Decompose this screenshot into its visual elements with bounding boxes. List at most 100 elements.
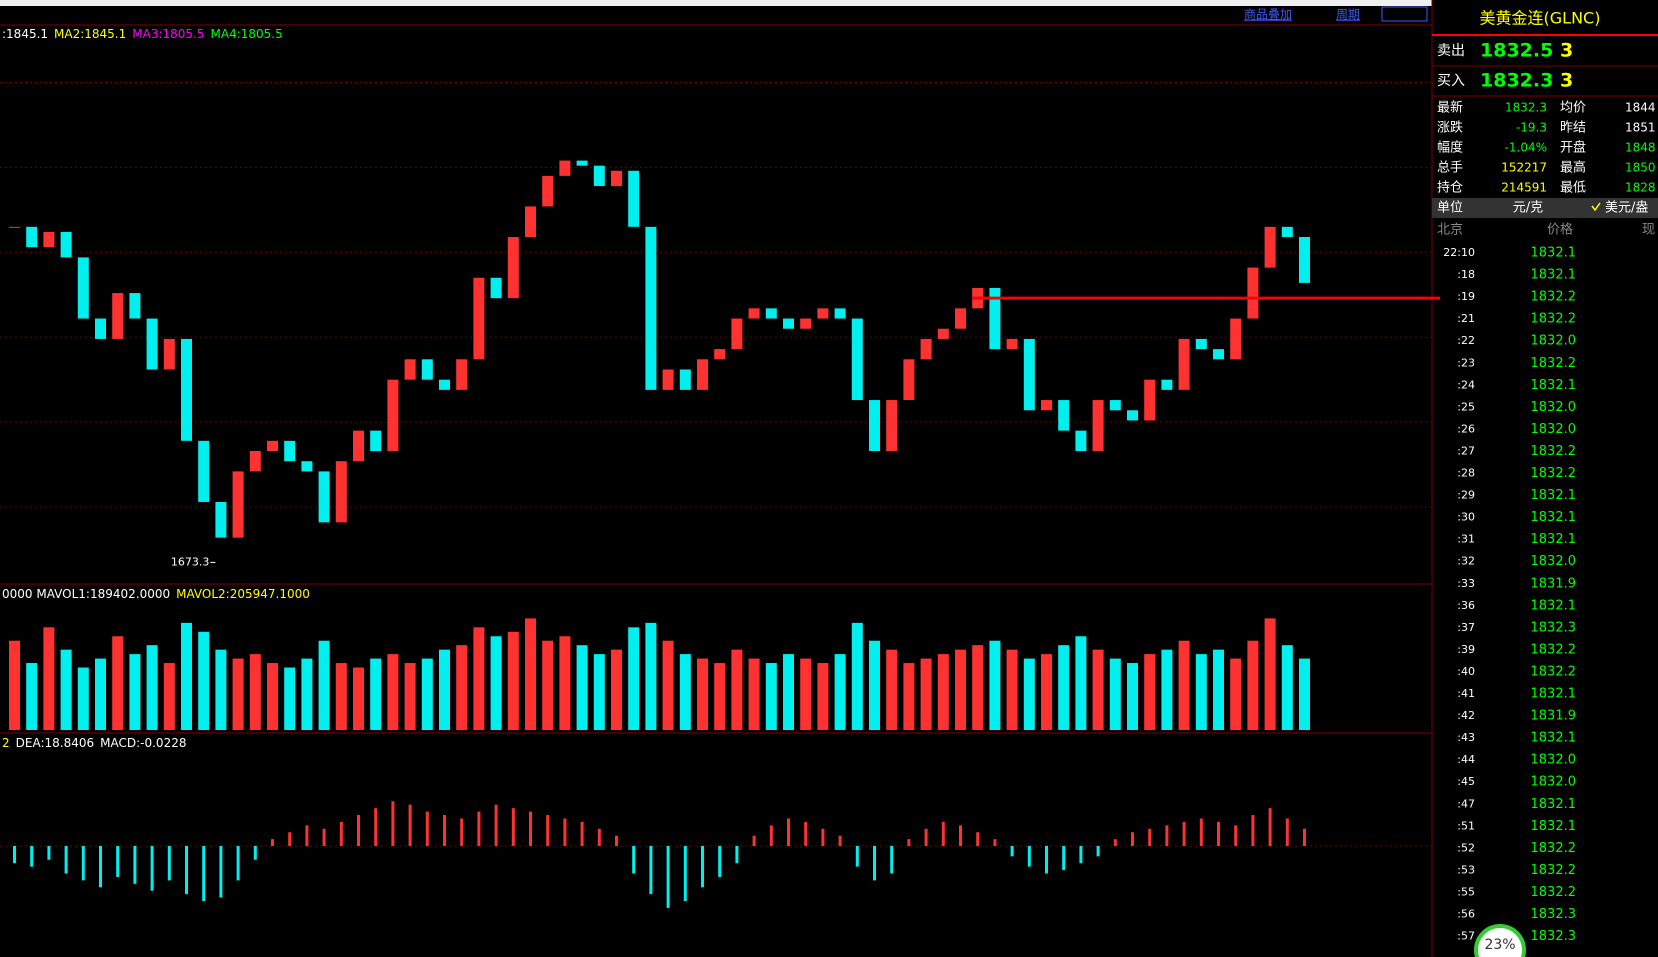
volume-bar bbox=[1127, 663, 1138, 730]
macd-bar bbox=[1217, 821, 1220, 846]
macd-bar bbox=[13, 846, 16, 864]
tick-price: 1832.0 bbox=[1531, 775, 1577, 790]
volume-bar bbox=[628, 627, 640, 730]
macd-bar bbox=[804, 821, 808, 846]
tick-price: 1832.0 bbox=[1531, 753, 1577, 768]
macd-legend: 2 DEA:18.8406 MACD:-0.0228 bbox=[2, 736, 186, 750]
candle bbox=[783, 318, 794, 329]
candle bbox=[267, 440, 278, 452]
quote-value: -1.04% bbox=[1505, 141, 1547, 155]
tick-time: :44 bbox=[1457, 753, 1475, 766]
tick-price: 1832.0 bbox=[1531, 554, 1577, 569]
legend-item: 2 bbox=[2, 736, 10, 750]
macd-bar bbox=[666, 846, 670, 908]
tick-time: :56 bbox=[1457, 908, 1475, 921]
unit-option[interactable]: 美元/盎 bbox=[1605, 201, 1648, 216]
volume-bar bbox=[611, 649, 622, 730]
macd-bar bbox=[615, 835, 618, 846]
volume-legend: 0000 MAVOL1:189402.0000 MAVOL2:205947.100… bbox=[2, 587, 310, 601]
tick-price: 1832.0 bbox=[1531, 422, 1577, 437]
macd-bar bbox=[99, 846, 102, 888]
volume-bar bbox=[249, 654, 261, 730]
candle bbox=[9, 226, 20, 228]
progress-text: 23% bbox=[1484, 937, 1515, 953]
unit-check[interactable] bbox=[1591, 202, 1601, 212]
buy-label: 买入 bbox=[1437, 73, 1465, 89]
unit-label: 单位 bbox=[1437, 201, 1463, 216]
volume-bar bbox=[456, 645, 468, 730]
candle bbox=[1127, 410, 1138, 421]
quote-value: 1844 bbox=[1625, 101, 1656, 115]
candle bbox=[146, 318, 158, 370]
macd-bar bbox=[873, 846, 876, 881]
candle bbox=[611, 170, 622, 187]
macd-bar bbox=[787, 818, 790, 846]
period-button[interactable]: 周期 bbox=[1336, 8, 1360, 22]
macd-bar bbox=[494, 804, 498, 846]
macd-bar bbox=[993, 839, 997, 846]
tick-time: :52 bbox=[1457, 841, 1475, 854]
volume-bar bbox=[576, 645, 588, 730]
macd-bar bbox=[511, 808, 515, 846]
tick-price: 1832.0 bbox=[1531, 400, 1577, 415]
macd-bar bbox=[47, 846, 51, 860]
tick-price: 1832.1 bbox=[1531, 687, 1577, 702]
tick-price: 1832.2 bbox=[1531, 863, 1577, 878]
macd-bar bbox=[64, 846, 68, 874]
candle bbox=[1041, 400, 1052, 411]
macd-bar bbox=[1268, 808, 1272, 846]
macd-bar bbox=[941, 821, 945, 846]
candle bbox=[886, 400, 898, 452]
legend-item: :1845.1 bbox=[2, 27, 48, 41]
tick-price: 1832.3 bbox=[1531, 907, 1577, 922]
macd-bar bbox=[1079, 846, 1083, 864]
tick-time: :40 bbox=[1457, 665, 1475, 678]
quote-value: 1848 bbox=[1625, 141, 1656, 155]
tick-price: 1832.1 bbox=[1531, 378, 1577, 393]
candle bbox=[26, 226, 38, 248]
macd-bar bbox=[391, 801, 395, 846]
volume-bar bbox=[937, 654, 949, 730]
candle bbox=[421, 359, 433, 380]
macd-bar bbox=[1148, 828, 1152, 846]
candle bbox=[335, 461, 347, 523]
legend-item: MAVOL2:205947.1000 bbox=[176, 587, 310, 601]
volume-bar bbox=[1075, 636, 1087, 730]
candle bbox=[507, 237, 519, 299]
candle bbox=[284, 440, 296, 462]
volume-bar bbox=[1178, 640, 1190, 730]
volume-bar bbox=[1109, 658, 1121, 730]
volume-bar bbox=[645, 622, 657, 730]
tick-price: 1832.1 bbox=[1531, 268, 1577, 283]
tick-price: 1832.1 bbox=[1531, 797, 1577, 812]
candle bbox=[697, 359, 708, 390]
nav-buttons[interactable] bbox=[1381, 6, 1428, 22]
candle bbox=[1195, 338, 1207, 350]
candle bbox=[60, 231, 72, 258]
tick-time: :33 bbox=[1457, 577, 1475, 590]
tick-price: 1832.1 bbox=[1531, 731, 1577, 746]
macd-bar bbox=[185, 846, 188, 895]
macd-bar bbox=[959, 825, 962, 846]
candle bbox=[181, 338, 192, 441]
tick-time: :39 bbox=[1457, 643, 1475, 656]
volume-bar bbox=[1213, 649, 1224, 730]
macd-bar bbox=[202, 846, 206, 902]
volume-bar bbox=[869, 640, 880, 730]
tick-time: :43 bbox=[1457, 731, 1475, 744]
candle bbox=[903, 359, 915, 401]
quote-label: 最高 bbox=[1560, 160, 1586, 176]
overlay-button[interactable]: 商品叠加 bbox=[1244, 7, 1292, 22]
tick-time: :28 bbox=[1457, 467, 1475, 480]
volume-bar bbox=[9, 640, 20, 730]
volume-bar bbox=[748, 658, 760, 730]
top-strip bbox=[0, 0, 1432, 6]
quote-value: 1850 bbox=[1625, 161, 1656, 175]
tick-price: 1832.2 bbox=[1531, 290, 1577, 305]
volume-bar bbox=[989, 640, 1001, 730]
sell-price: 1832.5 bbox=[1480, 40, 1553, 62]
tick-header-price: 价格 bbox=[1547, 222, 1573, 238]
macd-bar bbox=[701, 846, 704, 888]
macd-bar bbox=[425, 811, 429, 846]
tick-time: :18 bbox=[1457, 268, 1475, 281]
